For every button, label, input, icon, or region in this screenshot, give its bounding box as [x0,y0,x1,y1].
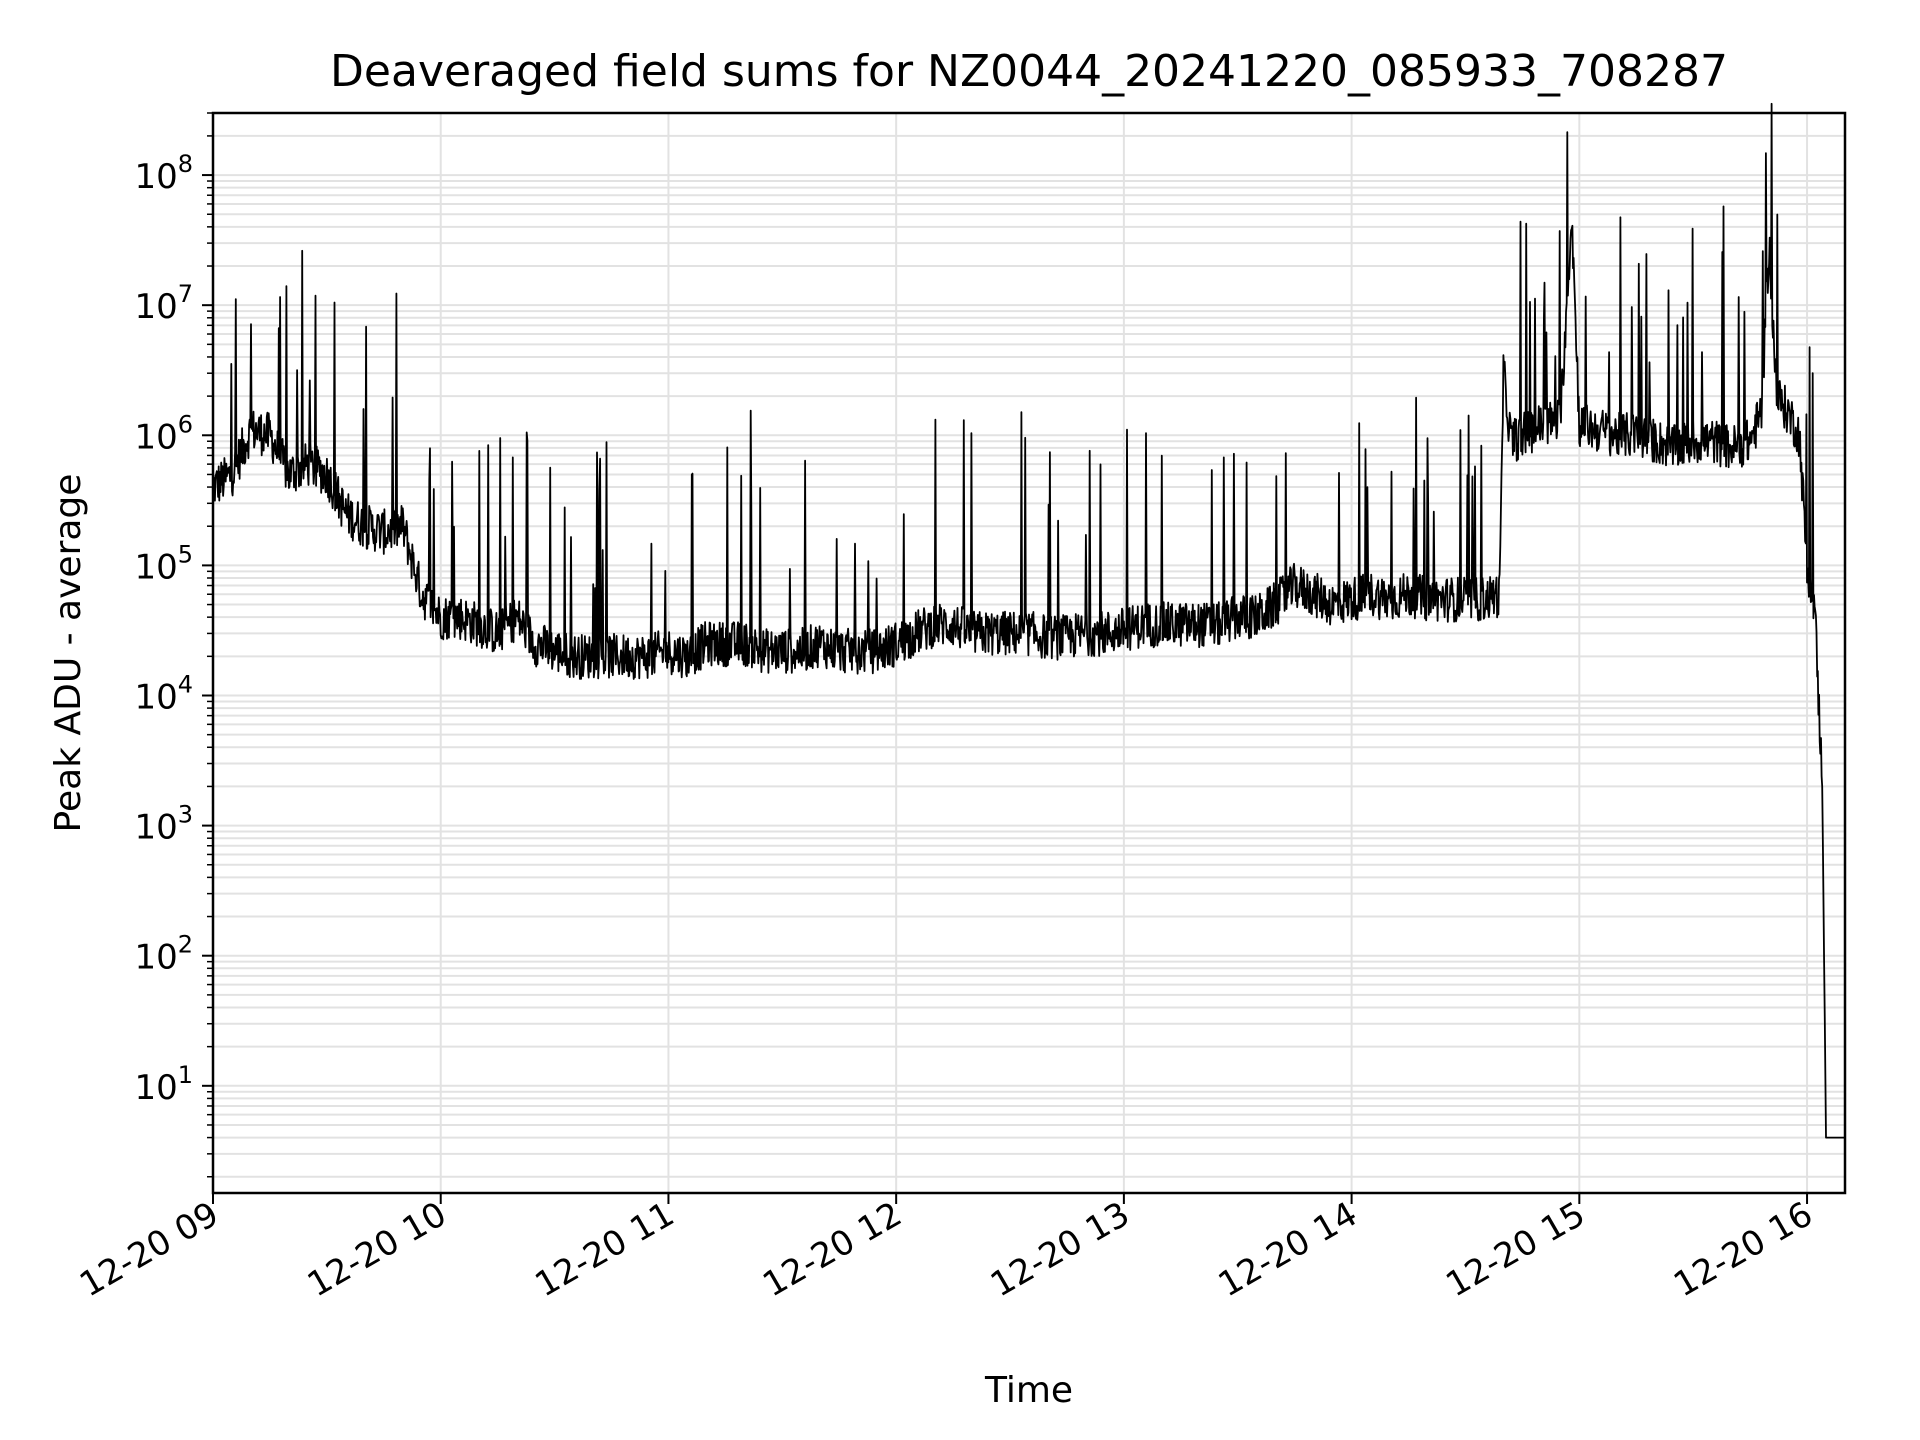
y-axis-label: Peak ADU - average [48,474,89,833]
y-tick-label: 108 [134,150,193,197]
y-tick-label: 104 [134,670,193,717]
y-axis: 101 102 103 104 105 106 107 108 [134,112,213,1178]
chart-title: Deaveraged field sums for NZ0044_2024122… [330,46,1728,97]
plot-frame [211,111,1847,1195]
y-tick-label: 107 [134,280,193,327]
y-tick-label: 103 [134,801,193,848]
y-tick-label: 101 [134,1061,193,1108]
x-axis-label: Time [984,1370,1073,1411]
y-tick-label: 102 [134,931,193,978]
series-line [212,102,1846,1139]
y-tick-label: 105 [134,540,193,587]
y-tick-label: 106 [134,410,193,457]
